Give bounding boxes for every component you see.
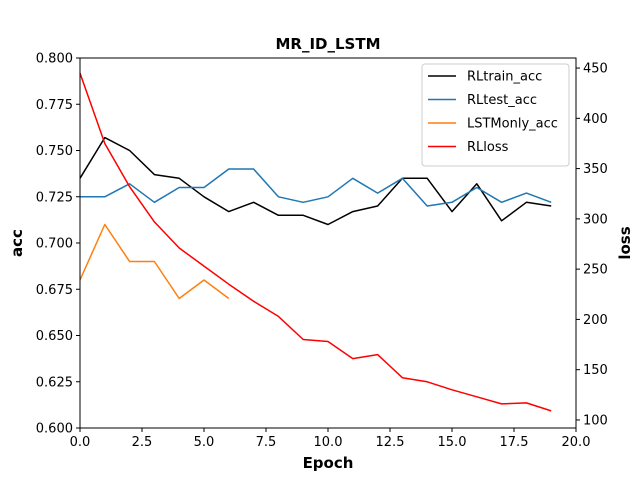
y-left-tick-label: 0.725 [36, 190, 73, 205]
x-tick-label: 15.0 [438, 435, 467, 450]
x-tick-label: 17.5 [500, 435, 529, 450]
y-right-tick-label: 100 [583, 413, 608, 428]
y-left-tick-label: 0.775 [36, 98, 73, 113]
y-left-tick-label: 0.650 [36, 329, 73, 344]
y-left-tick-label: 0.675 [36, 283, 73, 298]
x-tick-label: 2.5 [132, 435, 153, 450]
x-tick-label: 5.0 [194, 435, 215, 450]
axes: 0.0 2.5 5.0 7.5 10.0 12.5 15.0 17.5 20.0 0.600 0.6… [36, 52, 608, 451]
chart-title: MR_ID_LSTM [275, 35, 380, 53]
series-line-lstmonly-acc [79, 223, 230, 300]
y-right-tick-label: 200 [583, 313, 608, 328]
y-left-tick-label: 0.625 [36, 375, 73, 390]
x-tick-label: 7.5 [256, 435, 277, 450]
x-tick-label: 20.0 [562, 435, 591, 450]
x-tick-label: 10.0 [314, 435, 343, 450]
series-line-rltest-acc [80, 168, 552, 207]
legend-label: RLtest_acc [467, 93, 537, 108]
legend-label: RLloss [467, 140, 509, 155]
legend-box [421, 63, 570, 167]
y-right-axis-label: loss [616, 226, 634, 259]
y-right-tick-label: 300 [583, 212, 608, 227]
series-line-rltrain-acc [79, 136, 552, 226]
x-tick-label: 12.5 [376, 435, 405, 450]
x-axis-label: Epoch [303, 454, 354, 472]
x-tick-label: 0.0 [70, 435, 91, 450]
y-right-tick-label: 150 [583, 363, 608, 378]
y-left-tick-label: 0.750 [36, 144, 73, 159]
legend: RLtrain_acc RLtest_acc LSTMonly_acc RLloss [421, 63, 570, 167]
series-lines [79, 72, 552, 412]
y-right-tick-label: 450 [583, 62, 608, 77]
y-left-tick-label: 0.800 [36, 52, 73, 67]
y-right-tick-label: 250 [583, 263, 608, 278]
y-right-tick-label: 350 [583, 162, 608, 177]
y-left-tick-label: 0.700 [36, 237, 73, 252]
series-line-rlloss [79, 72, 552, 412]
y-left-axis-label: acc [8, 229, 26, 257]
y-right-tick-label: 400 [583, 112, 608, 127]
legend-label: RLtrain_acc [467, 70, 542, 85]
legend-label: LSTMonly_acc [467, 117, 558, 132]
y-left-tick-label: 0.600 [36, 422, 73, 437]
